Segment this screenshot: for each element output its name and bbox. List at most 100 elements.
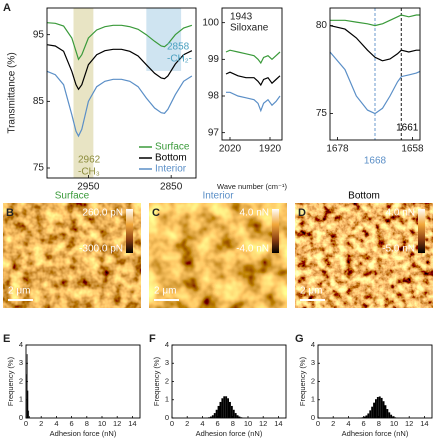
y-tick-label: 0 xyxy=(19,413,23,422)
spectrum-line xyxy=(329,51,421,115)
afm-image xyxy=(149,203,287,308)
annotation: -CH₂- xyxy=(167,54,192,65)
scale-bar-label: 2 μm xyxy=(300,286,322,297)
histogram-bar xyxy=(365,415,368,418)
spectrum-line xyxy=(329,25,420,62)
x-tick-label: 10 xyxy=(244,419,252,428)
y-tick-label: 75 xyxy=(33,163,45,174)
panel-label: E xyxy=(3,333,10,345)
x-tick-label: 6 xyxy=(362,419,366,428)
annotation: -CH₃ xyxy=(78,167,100,178)
histogram-bar xyxy=(363,416,366,418)
x-tick-label: 0 xyxy=(316,419,320,428)
y-tick-label: 3 xyxy=(165,358,169,367)
x-axis-label: Adhesion force (nN) xyxy=(196,429,263,438)
x-tick-label: 10 xyxy=(390,419,398,428)
spectrum-line xyxy=(330,14,420,27)
scale-bar-label: 2 μm xyxy=(8,286,30,297)
x-tick-label: 12 xyxy=(259,419,267,428)
colorbar xyxy=(272,209,279,253)
histogram-bar xyxy=(380,397,383,418)
histogram-bar xyxy=(386,409,389,418)
x-tick-label: 10 xyxy=(98,419,106,428)
histogram-bar xyxy=(221,398,224,418)
histogram-bar xyxy=(215,409,218,418)
y-tick-label: 1 xyxy=(311,395,315,404)
x-tick-label: 1658 xyxy=(401,144,424,155)
y-tick-label: 0 xyxy=(311,413,315,422)
colorbar-label: -4.0 nN xyxy=(236,244,269,255)
histogram-bar xyxy=(236,415,239,418)
y-tick-label: 99 xyxy=(208,54,220,65)
x-tick-label: 2950 xyxy=(77,182,100,193)
afm-image xyxy=(3,203,141,308)
y-tick-label: 4 xyxy=(165,340,169,349)
colorbar-label: 260.0 pN xyxy=(82,208,123,219)
panel-label: C xyxy=(152,207,160,219)
x-tick-label: 8 xyxy=(377,419,381,428)
histogram-bar xyxy=(211,415,214,418)
y-axis-label: Frequency (%) xyxy=(152,356,161,406)
y-tick-label: 2 xyxy=(311,376,315,385)
highlight-band xyxy=(73,8,94,178)
plot-frame xyxy=(46,7,197,179)
histogram-bar xyxy=(28,410,30,418)
histogram-bar xyxy=(219,401,222,418)
x-tick-label: 8 xyxy=(85,419,89,428)
colorbar-label: -5.0 nN xyxy=(382,244,415,255)
x-tick-label: 8 xyxy=(231,419,235,428)
y-tick-label: 1 xyxy=(19,395,23,404)
histogram-bar xyxy=(390,414,393,418)
image-title: Bottom xyxy=(348,191,380,202)
image-title: Surface xyxy=(55,191,90,202)
histogram-bar xyxy=(238,416,241,418)
legend-label: Interior xyxy=(155,164,187,175)
histogram-bar xyxy=(369,410,372,418)
spectrum-line xyxy=(225,71,281,87)
y-tick-label: 98 xyxy=(208,91,220,102)
histogram-bar xyxy=(225,396,228,418)
histogram-bar xyxy=(388,412,391,418)
x-tick-label: 4 xyxy=(200,419,204,428)
spectrum-line xyxy=(46,22,193,61)
marker-label: 1668 xyxy=(364,156,387,167)
plot-frame xyxy=(171,344,287,419)
x-tick-label: 4 xyxy=(54,419,58,428)
x-tick-label: 1920 xyxy=(259,144,282,155)
histogram-bar xyxy=(367,413,370,418)
colorbar-label: -300.0 pN xyxy=(79,244,123,255)
histogram-bar xyxy=(230,405,233,418)
x-tick-label: 2 xyxy=(39,419,43,428)
x-tick-label: 14 xyxy=(420,419,428,428)
plot-frame xyxy=(221,7,283,141)
colorbar-label: 4.0 nN xyxy=(386,208,415,219)
y-tick-label: 3 xyxy=(19,358,23,367)
x-tick-label: 12 xyxy=(405,419,413,428)
x-tick-label: 14 xyxy=(274,419,282,428)
y-tick-label: 4 xyxy=(311,340,315,349)
y-tick-label: 4 xyxy=(19,340,23,349)
spectrum-line xyxy=(46,44,193,91)
x-tick-label: 2 xyxy=(185,419,189,428)
x-tick-label: 12 xyxy=(113,419,121,428)
y-tick-label: 100 xyxy=(202,17,219,28)
panel-label: B xyxy=(6,207,14,219)
annotation: 2858 xyxy=(167,42,190,53)
y-tick-label: 80 xyxy=(316,20,328,31)
y-tick-label: 95 xyxy=(33,29,45,40)
spectrum-line xyxy=(225,49,281,65)
x-tick-label: 0 xyxy=(24,419,28,428)
y-tick-label: 85 xyxy=(33,96,45,107)
marker-label: 1661 xyxy=(396,123,419,134)
histogram-bar xyxy=(29,416,30,418)
afm-image xyxy=(295,203,433,308)
histogram-bar xyxy=(376,397,379,418)
y-axis-label: Frequency (%) xyxy=(6,356,15,406)
y-tick-label: 75 xyxy=(316,108,328,119)
spectrum-line xyxy=(46,70,193,138)
annotation: 1943 xyxy=(230,12,253,23)
legend-label: Bottom xyxy=(155,153,187,164)
colorbar xyxy=(126,209,133,253)
x-axis-label: Adhesion force (nN) xyxy=(50,429,117,438)
y-axis-label: Transmittance (%) xyxy=(7,52,18,133)
